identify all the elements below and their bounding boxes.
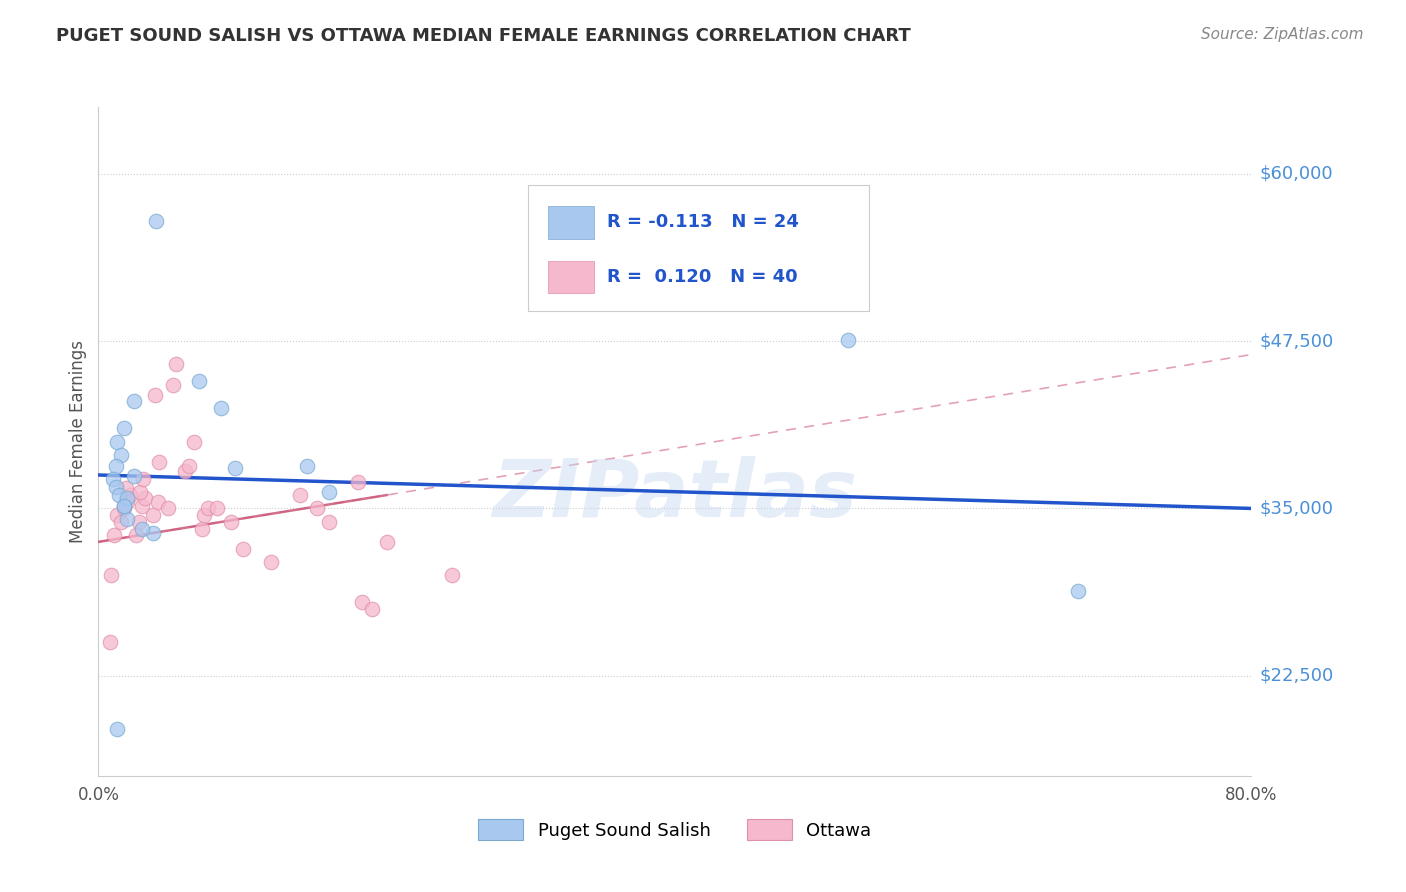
Point bbox=[114, 481, 136, 495]
Point bbox=[205, 501, 228, 516]
Point bbox=[120, 488, 142, 502]
Point bbox=[162, 378, 184, 392]
Point bbox=[375, 534, 398, 549]
Text: $47,500: $47,500 bbox=[1260, 332, 1334, 351]
Point bbox=[100, 568, 122, 582]
Point bbox=[290, 488, 312, 502]
Point bbox=[361, 601, 384, 615]
Point bbox=[224, 461, 246, 475]
Point bbox=[128, 515, 150, 529]
Point bbox=[124, 469, 146, 483]
Text: R =  0.120   N = 40: R = 0.120 N = 40 bbox=[607, 268, 797, 286]
Point bbox=[110, 515, 132, 529]
Point bbox=[352, 595, 374, 609]
Point bbox=[148, 455, 170, 469]
Point bbox=[132, 472, 155, 486]
Point bbox=[179, 458, 201, 473]
Point bbox=[142, 525, 165, 540]
Point bbox=[188, 374, 211, 388]
Point bbox=[104, 480, 127, 494]
Text: $22,500: $22,500 bbox=[1260, 666, 1334, 685]
Point bbox=[297, 458, 319, 473]
Point bbox=[440, 568, 463, 582]
Point bbox=[165, 357, 187, 371]
Point bbox=[112, 421, 135, 435]
Point bbox=[145, 213, 167, 227]
Point bbox=[104, 458, 127, 473]
Point bbox=[142, 508, 165, 522]
Text: $60,000: $60,000 bbox=[1260, 165, 1333, 183]
Point bbox=[231, 541, 254, 556]
Text: $35,000: $35,000 bbox=[1260, 500, 1334, 517]
Point bbox=[193, 508, 215, 522]
Point bbox=[209, 401, 232, 415]
Text: PUGET SOUND SALISH VS OTTAWA MEDIAN FEMALE EARNINGS CORRELATION CHART: PUGET SOUND SALISH VS OTTAWA MEDIAN FEMA… bbox=[56, 27, 911, 45]
Point bbox=[112, 499, 135, 513]
Point bbox=[98, 635, 121, 649]
Point bbox=[117, 491, 139, 505]
Point bbox=[131, 521, 153, 535]
Point bbox=[125, 528, 148, 542]
Point bbox=[110, 448, 132, 462]
Point bbox=[134, 491, 156, 505]
Text: Source: ZipAtlas.com: Source: ZipAtlas.com bbox=[1201, 27, 1364, 42]
Point bbox=[260, 555, 283, 569]
Legend: Puget Sound Salish, Ottawa: Puget Sound Salish, Ottawa bbox=[471, 812, 879, 847]
Point bbox=[112, 499, 135, 513]
Point bbox=[174, 464, 197, 478]
Point bbox=[101, 472, 124, 486]
Point bbox=[191, 521, 214, 535]
Y-axis label: Median Female Earnings: Median Female Earnings bbox=[69, 340, 87, 543]
Point bbox=[146, 494, 169, 508]
Point bbox=[197, 501, 219, 516]
Point bbox=[103, 528, 125, 542]
Point bbox=[318, 515, 340, 529]
Point bbox=[124, 394, 146, 409]
Point bbox=[156, 501, 179, 516]
Point bbox=[117, 494, 139, 508]
Point bbox=[112, 501, 135, 516]
Point bbox=[183, 434, 205, 449]
Point bbox=[131, 499, 153, 513]
Point bbox=[318, 485, 340, 500]
Point bbox=[307, 501, 329, 516]
Point bbox=[346, 475, 368, 489]
Text: ZIPatlas: ZIPatlas bbox=[492, 456, 858, 534]
Point bbox=[117, 512, 139, 526]
Point bbox=[837, 333, 859, 347]
Point bbox=[143, 387, 166, 401]
Point bbox=[105, 508, 128, 522]
Point bbox=[105, 723, 128, 737]
Text: R = -0.113   N = 24: R = -0.113 N = 24 bbox=[607, 213, 799, 231]
Point bbox=[105, 434, 128, 449]
Point bbox=[219, 515, 242, 529]
Point bbox=[1067, 584, 1090, 599]
Point bbox=[107, 488, 129, 502]
Point bbox=[129, 485, 152, 500]
